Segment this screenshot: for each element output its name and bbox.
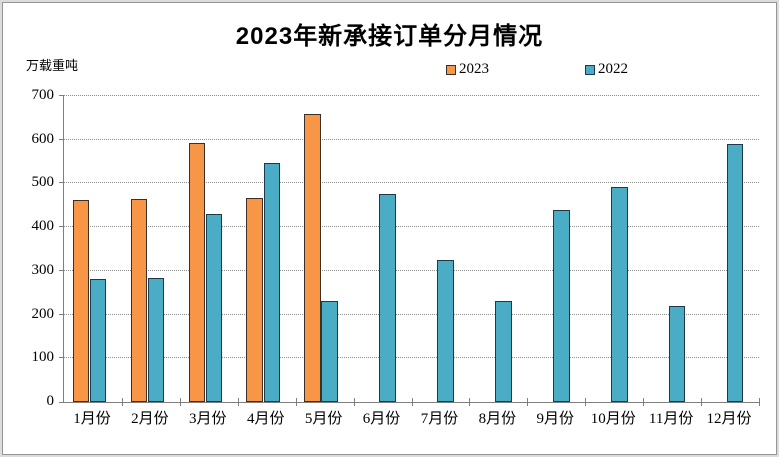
y-tick-label-0: 0 [46, 393, 55, 409]
y-tick-mark-300 [59, 269, 64, 271]
legend-swatch-2023 [446, 64, 456, 75]
gridline-500 [64, 182, 759, 184]
x-tick-label-3月份: 3月份 [189, 411, 227, 427]
x-tick-label-6月份: 6月份 [362, 411, 401, 427]
x-tick-label-5月份: 5月份 [304, 411, 343, 427]
x-tick-label-7月份: 7月份 [420, 411, 459, 427]
x-tick-mark-2 [179, 398, 181, 406]
x-tick-mark-3 [237, 398, 239, 406]
bar-2022-1月份 [89, 279, 107, 402]
y-tick-mark-100 [59, 357, 64, 359]
bar-2022-4月份 [263, 162, 281, 402]
legend-label-2023: 2023 [459, 61, 489, 77]
y-tick-mark-0 [59, 402, 64, 403]
y-tick-label-200: 200 [31, 305, 55, 322]
x-tick-mark-12 [759, 398, 760, 406]
gridline-400 [64, 226, 759, 228]
y-tick-label-300: 300 [31, 261, 55, 278]
bar-2022-8月份 [495, 301, 512, 402]
x-tick-label-2月份: 2月份 [131, 411, 169, 427]
plot-area [59, 95, 760, 406]
x-tick-mark-8 [527, 398, 529, 406]
bar-2023-3月份 [188, 142, 206, 402]
x-tick-mark-11 [701, 398, 703, 406]
y-tick-label-600: 600 [31, 130, 55, 147]
gridline-700 [64, 95, 759, 96]
bar-2022-12月份 [726, 143, 744, 402]
y-tick-mark-600 [59, 138, 64, 140]
x-tick-mark-1 [121, 398, 123, 406]
y-tick-mark-500 [59, 182, 64, 184]
bar-2022-9月份 [553, 210, 570, 402]
bar-2023-2月份 [130, 199, 148, 402]
gridline-300 [64, 269, 759, 271]
y-tick-mark-700 [59, 95, 64, 96]
x-tick-label-12月份: 12月份 [706, 411, 752, 427]
y-tick-mark-200 [59, 313, 64, 315]
y-tick-label-100: 100 [31, 349, 55, 366]
chart-title: 2023年新承接订单分月情况 [235, 23, 544, 50]
gridline-100 [64, 357, 759, 359]
x-tick-label-8月份: 8月份 [478, 411, 517, 427]
x-tick-label-11月份: 11月份 [648, 411, 694, 427]
y-tick-label-700: 700 [31, 87, 55, 103]
legend-label-2022: 2022 [598, 61, 628, 77]
y-tick-label-500: 500 [31, 174, 55, 191]
bar-2023-1月份 [72, 200, 90, 402]
x-tick-mark-10 [643, 398, 645, 406]
bar-2022-6月份 [379, 194, 396, 402]
bar-2023-4月份 [246, 197, 263, 402]
legend-swatch-2022 [585, 64, 595, 75]
gridline-200 [64, 313, 759, 315]
bar-2022-10月份 [611, 186, 628, 402]
y-axis-title: 万载重吨 [26, 58, 79, 73]
bar-2022-2月份 [147, 278, 165, 402]
x-tick-label-10月份: 10月份 [590, 411, 636, 427]
x-tick-mark-6 [411, 398, 413, 406]
bar-2022-5月份 [321, 301, 338, 402]
x-tick-mark-5 [353, 398, 355, 406]
gridline-600 [64, 138, 759, 140]
x-tick-mark-7 [469, 398, 471, 406]
bar-2022-11月份 [668, 306, 686, 402]
x-tick-mark-9 [585, 398, 587, 406]
x-tick-label-9月份: 9月份 [536, 411, 575, 427]
legend-item-2022: 2022 [585, 61, 628, 78]
bar-2022-7月份 [437, 259, 454, 402]
x-tick-label-4月份: 4月份 [246, 411, 285, 427]
legend-item-2023: 2023 [446, 61, 489, 78]
x-tick-mark-4 [295, 398, 297, 406]
x-tick-label-1月份: 1月份 [73, 411, 111, 427]
bar-2022-3月份 [205, 214, 223, 402]
bar-2023-5月份 [304, 114, 321, 402]
y-tick-mark-400 [59, 226, 64, 228]
y-tick-label-400: 400 [31, 218, 55, 235]
